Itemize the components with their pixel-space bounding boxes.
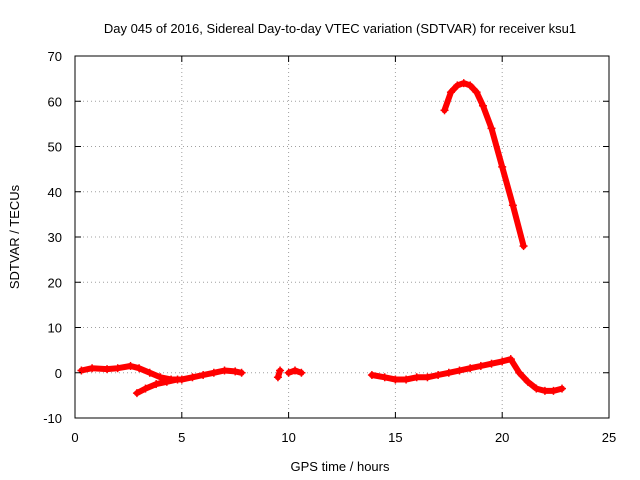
data-point <box>423 373 432 382</box>
grid <box>75 56 609 418</box>
chart-title: Day 045 of 2016, Sidereal Day-to-day VTE… <box>104 21 576 36</box>
data-point <box>549 386 558 395</box>
series-segment-2 <box>133 376 181 397</box>
y-tick-label: 60 <box>48 94 62 109</box>
y-tick-label: 40 <box>48 185 62 200</box>
y-tick-label: 10 <box>48 321 62 336</box>
data-point <box>472 88 481 97</box>
data-point <box>141 384 150 393</box>
data-point <box>391 375 400 384</box>
data-point <box>145 368 154 377</box>
data-point <box>455 366 464 375</box>
data-series <box>77 79 567 398</box>
data-point <box>284 368 293 377</box>
data-point <box>444 368 453 377</box>
data-point <box>173 375 182 384</box>
data-point <box>487 124 496 133</box>
series-segment-7 <box>441 80 527 250</box>
data-point <box>466 364 475 373</box>
data-point <box>220 366 229 375</box>
data-point <box>453 81 462 90</box>
series-segment-1 <box>78 363 245 383</box>
data-point <box>476 361 485 370</box>
data-point <box>412 373 421 382</box>
data-point <box>459 79 468 88</box>
data-point <box>103 365 112 374</box>
data-point <box>508 201 517 210</box>
data-point <box>532 384 541 393</box>
data-point <box>237 368 246 377</box>
data-point <box>132 389 141 398</box>
data-point <box>498 162 507 171</box>
data-point <box>162 377 171 386</box>
data-point <box>367 371 376 380</box>
y-axis-label: SDTVAR / TECUs <box>7 184 22 289</box>
data-point <box>506 355 515 364</box>
data-point <box>156 373 165 382</box>
data-point <box>199 371 208 380</box>
y-tick-label: 50 <box>48 140 62 155</box>
data-point <box>380 373 389 382</box>
data-point <box>209 368 218 377</box>
data-point <box>126 361 135 370</box>
data-point <box>478 101 487 110</box>
data-point <box>402 375 411 384</box>
data-point <box>540 386 549 395</box>
y-tick-label: -10 <box>43 411 62 426</box>
data-point <box>440 106 449 115</box>
x-tick-label: 5 <box>178 430 185 445</box>
y-tick-label: 20 <box>48 275 62 290</box>
x-tick-label: 0 <box>71 430 78 445</box>
data-point <box>498 357 507 366</box>
data-point <box>276 366 285 375</box>
x-tick-label: 15 <box>388 430 402 445</box>
axis-ticks: 0 5 10 15 20 25 -10 0 10 20 30 40 50 60 70 <box>43 49 616 445</box>
data-point <box>519 242 528 251</box>
data-point <box>273 373 282 382</box>
data-point <box>291 366 300 375</box>
data-point <box>558 384 567 393</box>
data-point <box>152 380 161 389</box>
y-tick-label: 70 <box>48 49 62 64</box>
series-segment-5 <box>368 356 514 383</box>
data-point <box>188 373 197 382</box>
y-tick-label: 30 <box>48 230 62 245</box>
data-point <box>523 377 532 386</box>
x-tick-label: 25 <box>602 430 616 445</box>
x-tick-label: 20 <box>495 430 509 445</box>
data-point <box>434 371 443 380</box>
data-point <box>77 366 86 375</box>
y-tick-label: 0 <box>55 366 62 381</box>
data-point <box>135 364 144 373</box>
data-point <box>88 364 97 373</box>
data-point <box>446 88 455 97</box>
x-tick-label: 10 <box>281 430 295 445</box>
data-point <box>487 359 496 368</box>
x-axis-label: GPS time / hours <box>291 459 390 474</box>
data-point <box>466 81 475 90</box>
data-point <box>515 368 524 377</box>
data-point <box>231 367 240 376</box>
data-point <box>113 364 122 373</box>
data-point <box>297 368 306 377</box>
